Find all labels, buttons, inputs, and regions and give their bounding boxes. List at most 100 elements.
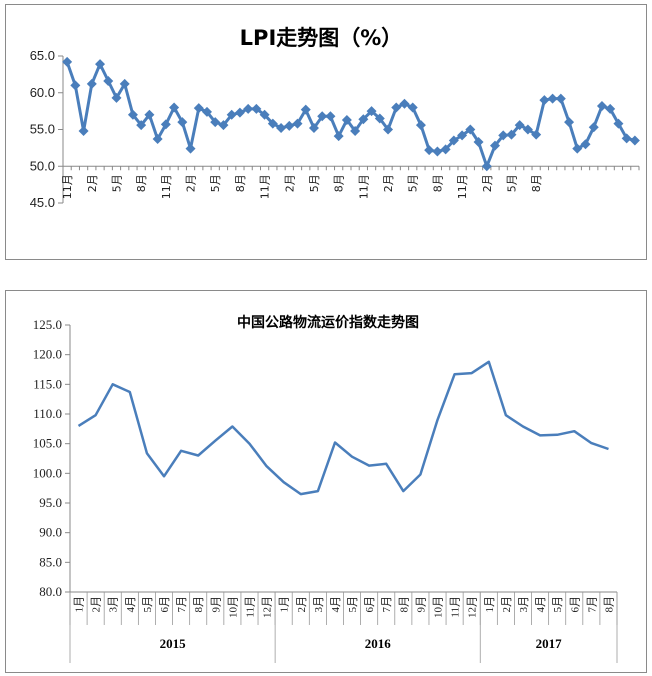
- y-tick-label: 80.0: [39, 584, 62, 599]
- lpi-data-point: [424, 145, 435, 156]
- year-label: 2016: [365, 636, 392, 651]
- x-tick-label: 6月: [364, 596, 376, 613]
- lpi-data-point: [136, 120, 147, 131]
- lpi-data-point: [251, 103, 262, 114]
- x-tick-label: 2月: [283, 174, 296, 192]
- x-tick-label: 5月: [142, 596, 154, 613]
- x-tick-label: 2月: [91, 596, 103, 613]
- y-tick-label: 85.0: [39, 554, 62, 569]
- x-tick-label: 6月: [569, 596, 581, 613]
- lpi-data-point: [202, 106, 212, 117]
- x-tick-label: 8月: [333, 174, 346, 192]
- lpi-data-point: [572, 143, 583, 154]
- lpi-data-point: [259, 109, 270, 120]
- x-tick-label: 8月: [135, 174, 148, 192]
- lpi-data-point: [341, 114, 352, 125]
- x-tick-label: 8月: [603, 596, 615, 613]
- x-tick-label: 7月: [176, 596, 188, 613]
- lpi-data-point: [185, 143, 196, 154]
- lpi-data-point: [506, 129, 517, 140]
- x-tick-label: 1月: [74, 596, 86, 613]
- x-tick-label: 9月: [210, 596, 222, 613]
- lpi-data-point: [555, 93, 566, 104]
- lpi-data-point: [144, 109, 155, 120]
- x-tick-label: 5月: [110, 174, 123, 192]
- lpi-data-point: [325, 111, 336, 122]
- lpi-data-point: [465, 124, 476, 135]
- lpi-data-point: [218, 120, 229, 131]
- lpi-chart: LPI走势图（%） 45.0 50.0 55.0 60.0 65.0 11月 2月 5月 8月…: [30, 26, 640, 210]
- lpi-chart-panel: LPI走势图（%） 45.0 50.0 55.0 60.0 65.0 11月 2月 5月 8月…: [5, 4, 647, 260]
- y-tick-label: 65.0: [30, 48, 55, 63]
- x-tick-label: 7月: [586, 596, 598, 613]
- y-tick-label: 105.0: [33, 436, 62, 451]
- x-tick-label: 8月: [398, 596, 410, 613]
- lpi-data-point: [284, 120, 295, 131]
- y-tick-label: 115.0: [33, 376, 62, 391]
- x-tick-label: 12月: [262, 596, 274, 618]
- lpi-data-point: [481, 161, 492, 172]
- x-tick-label: 8月: [193, 596, 205, 613]
- x-tick-label: 5月: [308, 174, 321, 192]
- x-tick-label: 8月: [431, 174, 444, 192]
- lpi-data-point: [358, 114, 369, 125]
- lpi-data-point: [580, 139, 591, 150]
- lpi-data-point: [432, 146, 443, 157]
- x-tick-label: 3月: [108, 596, 120, 613]
- lpi-data-point: [448, 135, 459, 146]
- freight-index-series-line: [77, 360, 609, 496]
- lpi-data-point: [177, 117, 188, 128]
- x-tick-label: 11月: [456, 174, 469, 199]
- y-tick-label: 90.0: [39, 525, 62, 540]
- x-tick-label: 12月: [467, 596, 479, 618]
- lpi-data-point: [317, 111, 328, 122]
- lpi-chart-title: LPI走势图（%）: [240, 26, 403, 50]
- lpi-data-point: [152, 134, 163, 145]
- x-tick-label: 11月: [259, 174, 272, 199]
- x-tick-label: 1月: [484, 596, 496, 613]
- lpi-data-point: [629, 135, 640, 146]
- year-label: 2017: [536, 636, 563, 651]
- x-tick-label: 10月: [433, 596, 445, 618]
- lpi-data-point: [86, 78, 97, 89]
- x-tick-label: 2月: [296, 596, 308, 613]
- lpi-data-point: [243, 103, 254, 114]
- x-tick-label: 5月: [505, 174, 518, 192]
- lpi-data-point: [457, 130, 468, 141]
- x-tick-label: 11月: [160, 174, 173, 199]
- lpi-data-point: [547, 93, 558, 104]
- lpi-data-point: [333, 131, 344, 142]
- x-tick-label: 4月: [535, 596, 547, 613]
- lpi-data-point: [490, 140, 500, 151]
- x-tick-label: 3月: [313, 596, 325, 613]
- lpi-data-point: [522, 124, 533, 135]
- lpi-data-point: [498, 130, 509, 141]
- lpi-data-point: [95, 59, 106, 70]
- lpi-data-point: [103, 75, 114, 86]
- x-tick-label: 2月: [86, 174, 99, 192]
- lpi-data-point: [276, 123, 287, 134]
- x-tick-label: 2月: [481, 174, 494, 192]
- y-tick-label: 95.0: [39, 495, 62, 510]
- lpi-series-line: [65, 61, 636, 168]
- lpi-data-point: [119, 78, 130, 89]
- freight-index-chart-panel: 中国公路物流运价指数走势图 80.0 85.0 90.0 95.0 100.0 105.0…: [5, 290, 647, 673]
- lpi-data-point: [292, 118, 303, 129]
- x-tick-label: 6月: [159, 596, 171, 613]
- lpi-data-point: [407, 102, 418, 113]
- x-tick-label: 11月: [450, 596, 462, 618]
- lpi-data-point: [308, 123, 319, 134]
- freight-index-chart-title: 中国公路物流运价指数走势图: [237, 314, 419, 331]
- x-tick-label: 4月: [330, 596, 342, 613]
- lpi-data-point: [267, 118, 278, 129]
- x-tick-label: 5月: [209, 174, 222, 192]
- lpi-data-point: [440, 144, 451, 155]
- year-label: 2015: [160, 636, 187, 651]
- lpi-data-point: [193, 103, 204, 114]
- x-tick-label: 2月: [382, 174, 395, 192]
- lpi-data-point: [383, 124, 394, 135]
- lpi-data-point: [160, 119, 171, 130]
- lpi-data-point: [226, 109, 237, 120]
- y-tick-label: 55.0: [30, 122, 55, 137]
- lpi-data-point: [415, 120, 426, 131]
